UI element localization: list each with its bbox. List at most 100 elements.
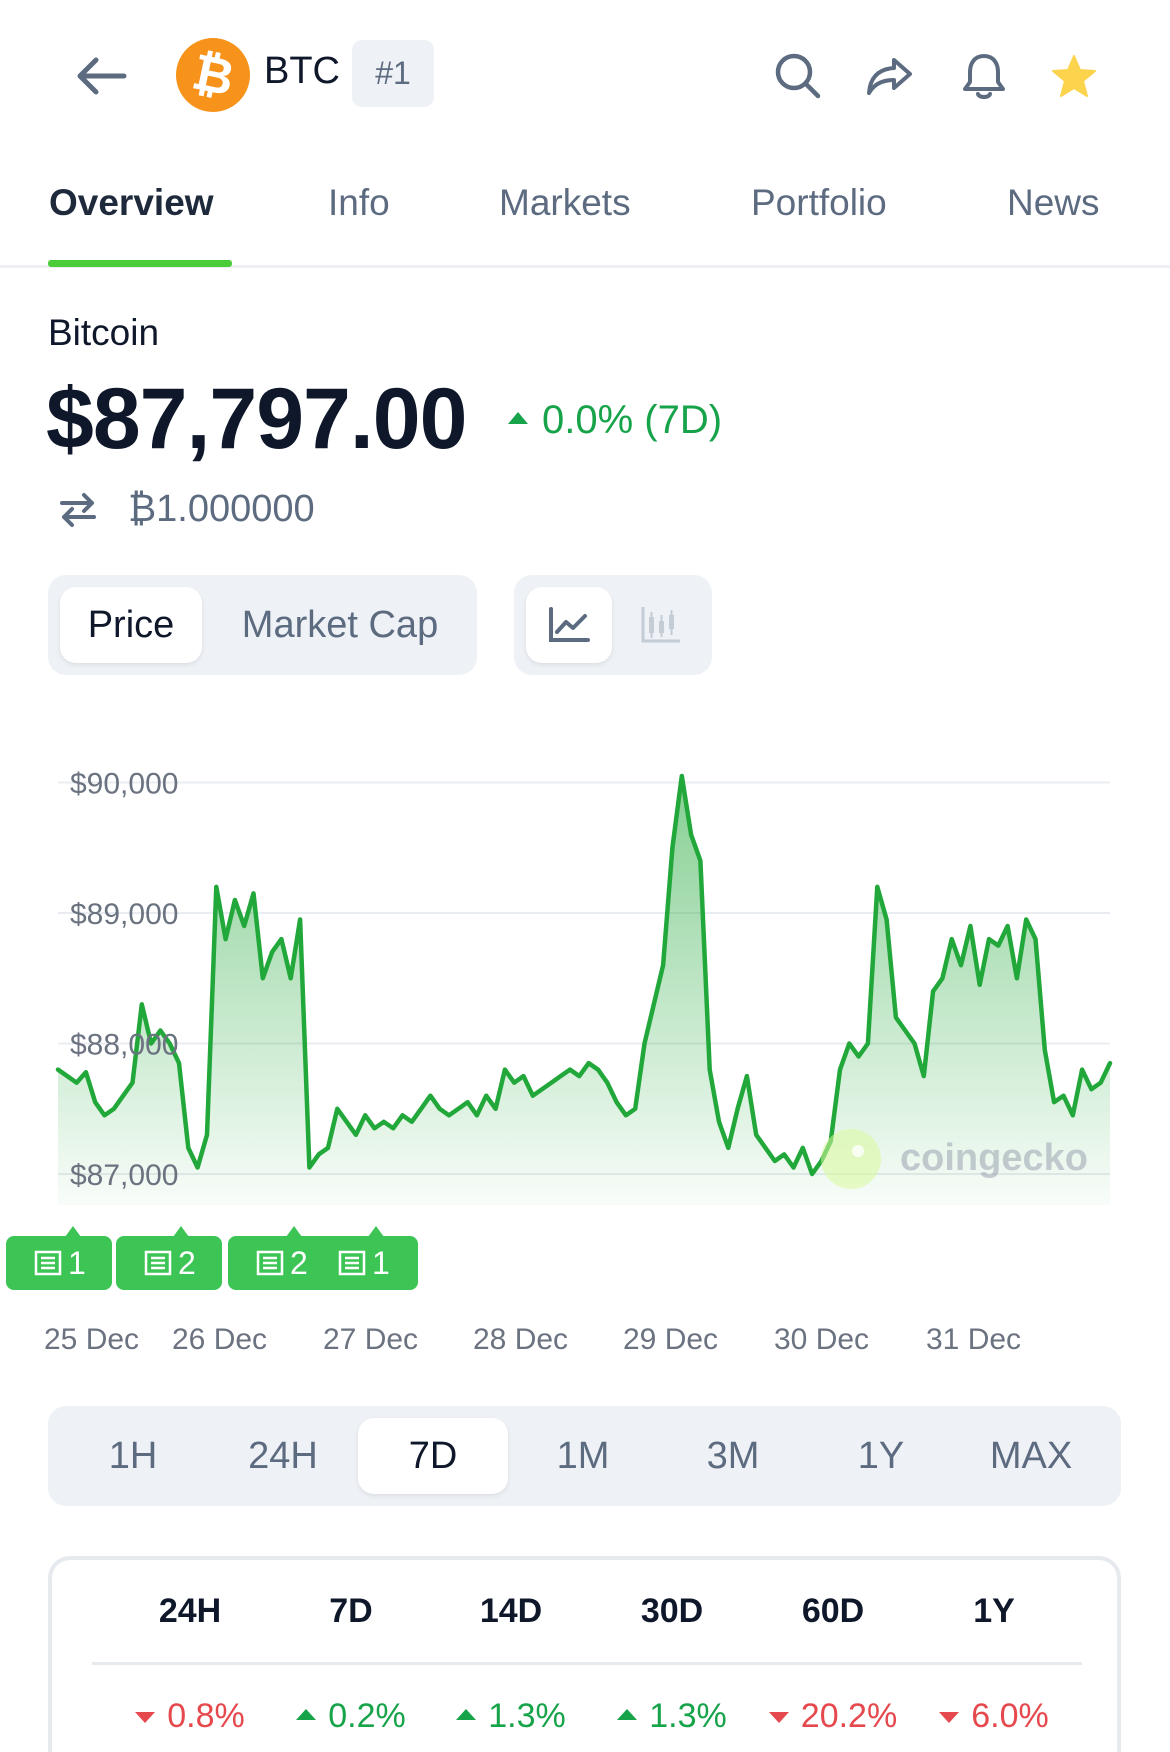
top-bar: ₿ BTC #1	[0, 0, 1170, 150]
triangle-up-icon	[508, 411, 528, 424]
news-marker[interactable]: 2	[116, 1226, 222, 1290]
news-marker-pointer	[286, 1226, 302, 1237]
triangle-down-icon	[135, 1712, 156, 1723]
newspaper-icon	[256, 1250, 284, 1276]
range-1m[interactable]: 1M	[556, 1434, 610, 1477]
news-marker-pointer	[173, 1226, 189, 1237]
y-tick-label: $88,000	[70, 1029, 178, 1062]
range-24h[interactable]: 24H	[248, 1434, 318, 1477]
x-tick-label: 29 Dec	[623, 1323, 718, 1356]
bell-icon	[963, 54, 1005, 99]
perf-header-7d: 7D	[329, 1592, 373, 1630]
news-marker-pointer	[65, 1226, 81, 1237]
tab-info[interactable]: Info	[328, 182, 390, 223]
perf-header-24h: 24H	[158, 1592, 222, 1630]
x-tick-label: 26 Dec	[172, 1323, 267, 1356]
range-max[interactable]: MAX	[989, 1434, 1073, 1477]
x-tick-label: 25 Dec	[44, 1323, 139, 1356]
watermark-text: coingecko	[900, 1137, 1088, 1179]
arrow-left-icon	[77, 57, 127, 95]
tab-portfolio[interactable]: Portfolio	[751, 182, 887, 223]
price-change: 0.0% (7D)	[508, 398, 722, 443]
range-7d[interactable]: 7D	[358, 1418, 508, 1494]
range-3m[interactable]: 3M	[706, 1434, 760, 1477]
triangle-up-icon	[456, 1709, 477, 1720]
perf-value-text: 0.2%	[328, 1697, 406, 1735]
news-count: 2	[178, 1245, 196, 1281]
line-chart-icon	[549, 607, 590, 642]
share-button[interactable]	[858, 44, 922, 108]
perf-value-text: 20.2%	[800, 1697, 898, 1735]
tab-news[interactable]: News	[1007, 182, 1100, 223]
coin-symbol: BTC	[264, 50, 340, 92]
price-toggle[interactable]: Price	[60, 587, 202, 663]
triangle-up-icon	[617, 1709, 638, 1720]
favorite-button[interactable]	[1042, 44, 1106, 108]
bitcoin-logo-letter: ₿	[187, 42, 239, 108]
candlestick-toggle[interactable]	[618, 587, 704, 663]
perf-value-text: 6.0%	[971, 1697, 1049, 1735]
perf-value-30d: 1.3%	[592, 1697, 752, 1736]
star-icon	[1052, 55, 1096, 97]
line-chart-toggle[interactable]	[526, 587, 612, 663]
tab-overview[interactable]: Overview	[49, 182, 214, 223]
chart-style-toggle	[514, 575, 712, 675]
active-tab-indicator	[48, 260, 232, 267]
price-change-value: 0.0% (7D)	[542, 398, 723, 442]
newspaper-icon	[338, 1250, 366, 1276]
y-tick-label: $90,000	[70, 768, 178, 801]
newspaper-icon	[34, 1250, 62, 1276]
market-cap-toggle[interactable]: Market Cap	[241, 603, 439, 646]
tab-markets[interactable]: Markets	[499, 182, 631, 223]
range-1h[interactable]: 1H	[108, 1434, 158, 1477]
perf-value-7d: 0.2%	[271, 1697, 431, 1736]
x-tick-label: 27 Dec	[323, 1323, 418, 1356]
btc-value: ₿1.000000	[128, 488, 315, 530]
news-marker[interactable]: 2	[228, 1226, 334, 1290]
alert-button[interactable]	[952, 44, 1016, 108]
x-axis-labels: 25 Dec 26 Dec 27 Dec 28 Dec 29 Dec 30 Dec 31 D…	[44, 1323, 1021, 1356]
x-tick-label: 31 Dec	[926, 1323, 1021, 1356]
bitcoin-logo-icon: ₿	[176, 38, 250, 112]
chart-metric-toggle: Price Market Cap	[48, 575, 477, 675]
price-chart[interactable]: $90,000 $89,000 $88,000 $87,000 coingecko 1…	[0, 700, 1170, 1380]
triangle-up-icon	[296, 1709, 317, 1720]
perf-divider	[92, 1662, 1082, 1665]
perf-header-1y: 1Y	[973, 1592, 1015, 1630]
range-1y[interactable]: 1Y	[857, 1434, 905, 1477]
perf-value-24h: 0.8%	[110, 1697, 270, 1736]
x-tick-label: 30 Dec	[774, 1323, 869, 1356]
search-button[interactable]	[766, 44, 830, 108]
y-tick-label: $87,000	[70, 1159, 178, 1192]
price-area	[58, 776, 1110, 1205]
time-range-selector: 1H 24H 7D 1M 3M 1Y MAX	[48, 1406, 1121, 1506]
perf-header-60d: 60D	[801, 1592, 865, 1630]
gecko-eye-icon	[852, 1145, 864, 1157]
news-marker[interactable]: 1	[6, 1226, 112, 1290]
current-price: $87,797.00	[46, 371, 467, 467]
y-axis-labels: $90,000 $89,000 $88,000 $87,000	[70, 768, 178, 1193]
perf-value-60d: 20.2%	[753, 1697, 913, 1736]
perf-value-1y: 6.0%	[914, 1697, 1074, 1736]
gecko-logo-icon	[821, 1129, 881, 1189]
share-icon	[867, 58, 912, 95]
candlestick-icon	[641, 607, 680, 643]
search-icon	[775, 53, 821, 99]
performance-table: 24H 7D 14D 30D 60D 1Y 0.8% 0.2% 1.3% 1.3…	[48, 1556, 1121, 1752]
news-marker-pointer	[368, 1226, 384, 1237]
news-markers: 1 2 2 1	[6, 1226, 418, 1290]
perf-header-14d: 14D	[479, 1592, 543, 1630]
perf-header-30d: 30D	[640, 1592, 704, 1630]
triangle-down-icon	[768, 1712, 789, 1723]
news-count: 1	[68, 1245, 86, 1281]
coingecko-watermark: coingecko	[821, 1129, 1088, 1189]
perf-value-text: 1.3%	[488, 1697, 566, 1735]
back-button[interactable]	[66, 46, 136, 106]
news-marker[interactable]: 1	[310, 1226, 418, 1290]
coin-name: Bitcoin	[48, 312, 160, 353]
price-line	[55, 773, 1113, 1177]
perf-value-14d: 1.3%	[431, 1697, 591, 1736]
btc-conversion[interactable]: ₿1.000000	[58, 488, 315, 531]
perf-value-text: 1.3%	[649, 1697, 727, 1735]
news-count: 2	[290, 1245, 308, 1281]
